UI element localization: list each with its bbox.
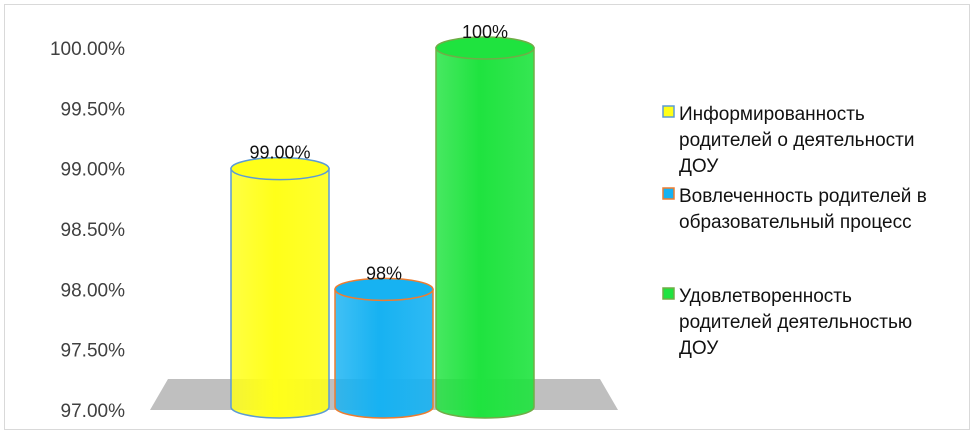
legend-swatch <box>662 187 675 200</box>
legend-label: родителей о деятельности <box>679 130 914 151</box>
legend-swatch <box>662 105 675 118</box>
y-tick-label: 98.00% <box>61 280 126 301</box>
bar-top <box>334 277 434 302</box>
legend-item: Информированность родителей о деятельност… <box>662 104 914 177</box>
y-tick-label: 98.50% <box>61 220 126 241</box>
legend-label: Вовлеченность родителей в <box>679 186 927 207</box>
y-tick-label: 97.50% <box>61 341 126 362</box>
legend-label: Удовлетворенность <box>679 286 852 307</box>
data-label: 98% <box>366 263 402 283</box>
bar-cylinder <box>230 156 330 419</box>
bar-body <box>334 288 434 419</box>
y-tick-label: 99.50% <box>61 99 126 120</box>
bar-top <box>435 36 535 60</box>
legend-label: родителей деятельностью <box>679 312 912 333</box>
legend-swatch <box>662 287 675 300</box>
data-label: 100% <box>462 22 508 42</box>
bar-body <box>230 167 330 419</box>
bar-cylinder <box>334 277 434 419</box>
bar-cylinder <box>435 36 535 419</box>
y-tick-label: 97.00% <box>61 401 126 422</box>
data-label: 99.00% <box>249 143 310 163</box>
legend-label: ДОУ <box>679 338 719 359</box>
legend-item: Вовлеченность родителей в образовательный… <box>662 186 927 233</box>
legend-label: Информированность <box>679 104 865 125</box>
y-tick-label: 100.00% <box>50 39 125 60</box>
bar-top <box>230 156 330 181</box>
legend-label: ДОУ <box>679 156 719 177</box>
legend-item: Удовлетворенность родителей деятельностью… <box>662 286 912 359</box>
bar-body <box>435 47 535 419</box>
y-tick-label: 99.00% <box>61 160 126 181</box>
legend-label: образовательный процесс <box>679 212 912 233</box>
